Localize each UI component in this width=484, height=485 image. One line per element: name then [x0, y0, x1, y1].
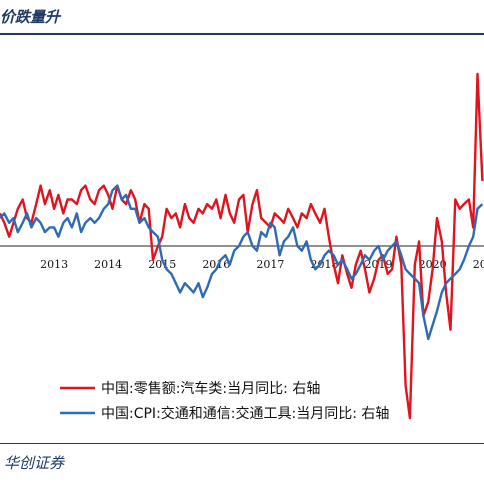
footer-divider — [0, 443, 484, 444]
legend: 中国:零售额:汽车类:当月同比: 右轴中国:CPI:交通和通信:交通工具:当月同… — [60, 380, 389, 422]
x-axis-ticks: 201320142015201620172018201920202021 — [40, 258, 484, 271]
x-tick-label: 2013 — [40, 258, 68, 271]
x-tick-label: 2021 — [473, 258, 484, 271]
x-tick-label: 2015 — [148, 258, 176, 271]
x-tick-label: 2016 — [202, 258, 230, 271]
series-line-1 — [0, 72, 484, 420]
page-title: 价跌量升 — [0, 8, 61, 26]
x-tick-label: 2014 — [94, 258, 122, 271]
x-tick-label: 2017 — [256, 258, 284, 271]
legend-label-1: 中国:零售额:汽车类:当月同比: 右轴 — [101, 380, 320, 397]
line-chart: 201320142015201620172018201920202021 中国:… — [0, 72, 484, 422]
series-layer — [0, 72, 484, 420]
source-label: 华创证券 — [4, 454, 65, 472]
legend-label-2: 中国:CPI:交通和通信:交通工具:当月同比: 右轴 — [101, 405, 389, 422]
series-line-2 — [0, 184, 484, 341]
title-divider — [0, 33, 484, 35]
